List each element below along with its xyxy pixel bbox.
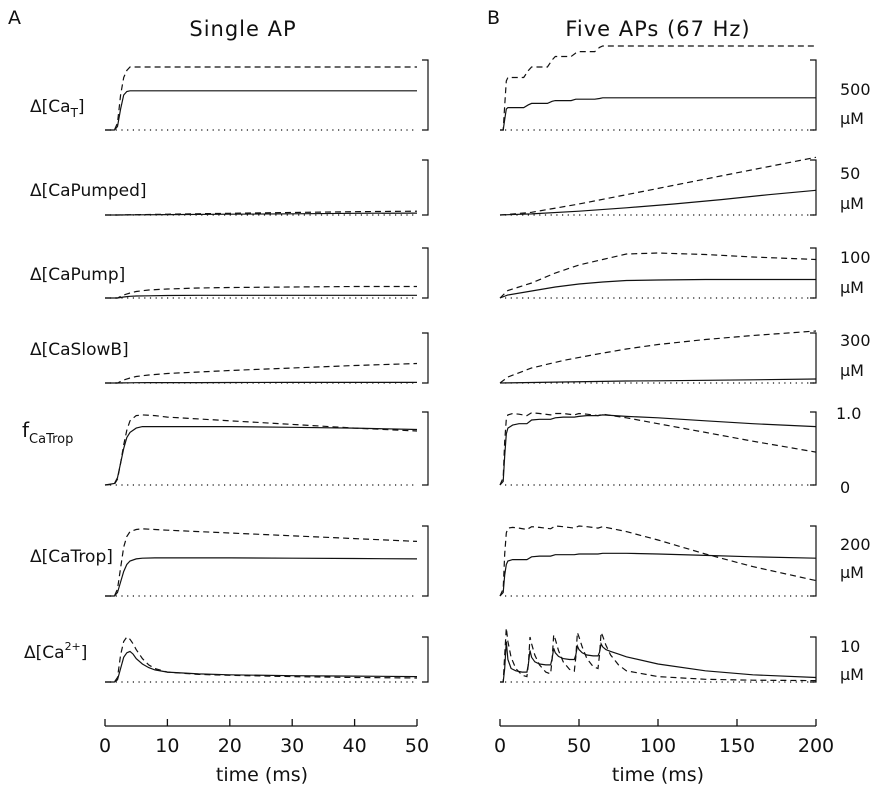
series-b-caslowb-solid: [499, 378, 817, 384]
series-b-fcatrop-dashed: [499, 412, 817, 486]
scale-bracket-b-caslowb: [810, 332, 817, 384]
series-b-capump-solid: [499, 278, 816, 299]
scale-value-caslowb: 300: [840, 331, 871, 350]
x-tick-label-b-50: 50: [567, 735, 591, 757]
series-b-ca2plus-solid: [500, 641, 817, 683]
scale-unit-catrop: μM: [840, 563, 864, 582]
x-tick-label-a-40: 40: [343, 735, 367, 757]
x-axis-label-b: time (ms): [612, 764, 704, 786]
scale-bracket-a-fcatrop: [422, 411, 429, 486]
series-a-catrop-dashed: [105, 528, 418, 597]
row-label-capump: Δ[CaPump]: [30, 265, 125, 285]
plot-area: 0 10 20 30 40 50 0 50 100 150 200: [99, 45, 834, 757]
series-a-catrop-solid: [105, 557, 418, 597]
series-b-catrop-solid: [499, 552, 817, 597]
x-axis-label-a: time (ms): [216, 764, 308, 786]
x-tick-label-a-0: 0: [99, 735, 111, 757]
row-label-catrop: Δ[CaTrop]: [30, 547, 113, 567]
scale-value-capumped: 50: [840, 164, 860, 183]
scale-bracket-b-capumped: [810, 159, 817, 216]
scale-bracket-b-ca2plus: [810, 636, 817, 683]
scale-unit-capump: μM: [840, 278, 864, 297]
series-a-catotal-dashed: [105, 66, 417, 131]
x-tick-label-b-100: 100: [640, 735, 676, 757]
series-a-capumped-dashed: [105, 210, 418, 216]
series-b-catotal-dashed: [500, 45, 816, 131]
series-a-ca2plus-dashed: [105, 636, 418, 683]
scale-unit-capumped: μM: [840, 194, 864, 213]
scale-bracket-b-catotal: [810, 59, 817, 131]
x-tick-label-b-200: 200: [798, 735, 834, 757]
series-a-caslowb-solid: [105, 381, 417, 384]
scale-top-fcatrop: 1.0: [836, 404, 861, 423]
series-b-caslowb-dashed: [499, 330, 817, 384]
x-tick-label-a-50: 50: [405, 735, 429, 757]
row-label-capumped: Δ[CaPumped]: [30, 181, 147, 201]
panel-a-letter: A: [8, 7, 21, 29]
panel-a-title: Single AP: [189, 17, 296, 41]
series-a-catotal-solid: [105, 90, 417, 131]
row-label-caslowb: Δ[CaSlowB]: [30, 340, 129, 360]
scale-unit-caslowb: μM: [840, 361, 864, 380]
series-a-capump-solid: [105, 294, 417, 299]
row-label-ca2plus: Δ[Ca2+]: [24, 640, 87, 663]
series-a-fcatrop-solid: [104, 426, 418, 486]
scale-bracket-b-catrop: [810, 525, 817, 597]
series-a-fcatrop-dashed: [104, 414, 418, 486]
scale-value-capump: 100: [840, 248, 871, 267]
x-tick-label-a-20: 20: [218, 735, 242, 757]
scale-unit-ca2plus: μM: [840, 665, 864, 684]
scale-bracket-a-capumped: [422, 159, 429, 216]
scale-bracket-a-caslowb: [422, 332, 429, 384]
scale-bracket-a-catotal: [422, 59, 429, 131]
scale-bracket-a-ca2plus: [422, 636, 429, 683]
panel-b-title: Five APs (67 Hz): [565, 17, 750, 41]
scale-value-ca2plus: 10: [840, 637, 860, 656]
scale-unit-catotal: μM: [840, 109, 864, 128]
series-a-capumped-solid: [105, 212, 418, 216]
x-tick-label-b-150: 150: [719, 735, 755, 757]
row-label-fcatrop: fCaTrop: [22, 418, 73, 447]
series-b-catotal-solid: [500, 97, 816, 131]
scale-bracket-a-catrop: [422, 525, 429, 597]
scale-bracket-b-fcatrop: [810, 411, 817, 486]
scale-bracket-b-capump: [810, 247, 817, 299]
scale-value-catrop: 200: [840, 535, 871, 554]
series-b-capumped-dashed: [499, 156, 817, 216]
series-b-capump-dashed: [499, 252, 817, 299]
scale-value-catotal: 500: [840, 80, 871, 99]
row-label-catotal: Δ[CaT]: [30, 97, 85, 120]
x-tick-label-b-0: 0: [494, 735, 506, 757]
series-a-caslowb-dashed: [105, 362, 418, 384]
series-b-catrop-dashed: [499, 525, 817, 597]
series-b-ca2plus-dashed: [500, 627, 817, 683]
scale-bracket-a-capump: [422, 247, 429, 299]
series-b-capumped-solid: [499, 189, 817, 216]
series-a-capump-dashed: [105, 285, 417, 299]
panel-b-letter: B: [487, 7, 500, 29]
series-b-fcatrop-solid: [499, 414, 817, 486]
scale-bottom-fcatrop: 0: [840, 478, 850, 497]
x-tick-label-a-30: 30: [280, 735, 304, 757]
x-tick-label-a-10: 10: [155, 735, 179, 757]
